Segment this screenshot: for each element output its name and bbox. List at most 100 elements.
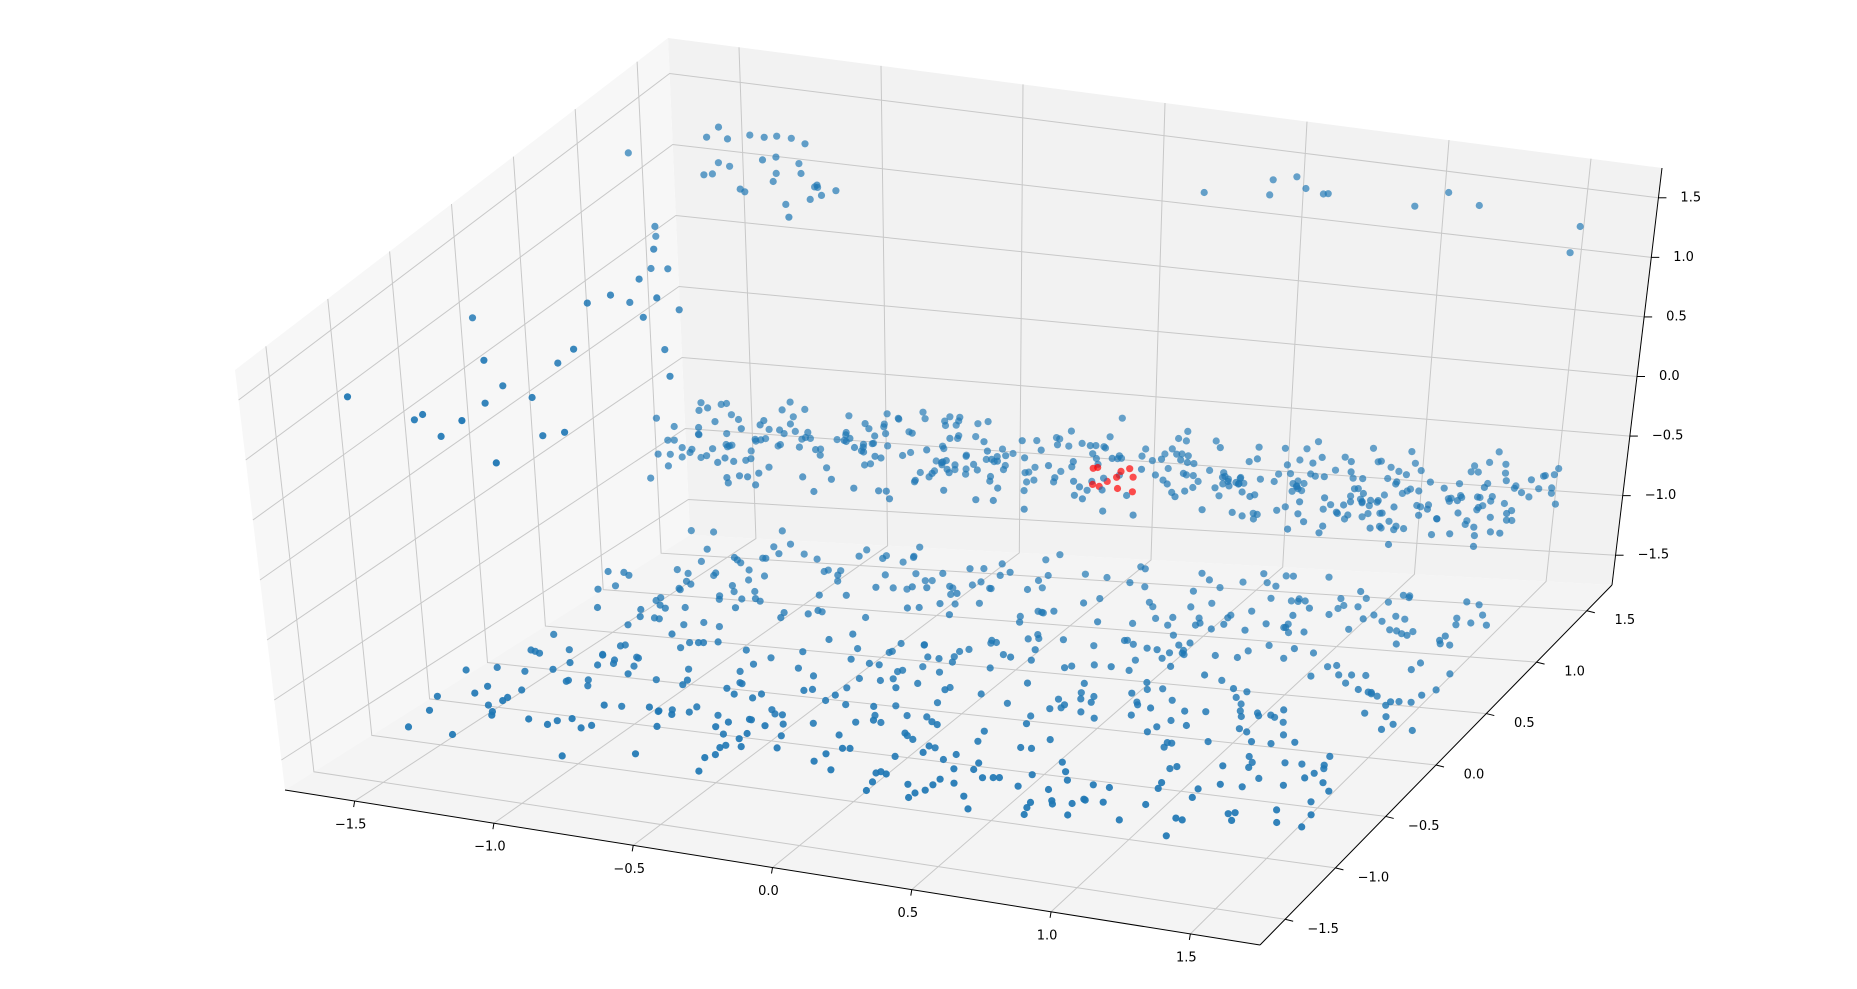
z-tick-label: −0.5 xyxy=(1652,429,1684,444)
scatter-point xyxy=(972,496,980,504)
scatter-point xyxy=(1241,626,1249,634)
scatter-point xyxy=(701,754,709,762)
scatter-point xyxy=(668,630,676,638)
scatter-point xyxy=(960,792,968,800)
scatter-point xyxy=(834,571,842,579)
scatter-point xyxy=(1090,661,1098,669)
scatter-point xyxy=(1386,626,1394,634)
scatter-point xyxy=(1550,471,1558,479)
scatter-point xyxy=(939,755,948,764)
scatter-point xyxy=(1486,513,1494,521)
scatter-point xyxy=(850,484,858,492)
scatter-point xyxy=(723,430,731,438)
z-tick-label: −1.5 xyxy=(1638,548,1670,563)
scatter-point xyxy=(986,472,995,481)
scatter-point xyxy=(722,741,730,749)
scatter-point xyxy=(1089,464,1097,472)
scatter-point xyxy=(1255,774,1263,783)
scatter-point xyxy=(1215,492,1223,500)
scatter-point xyxy=(714,458,722,466)
scatter-point xyxy=(865,659,874,668)
scatter-point xyxy=(786,540,795,548)
scatter-point xyxy=(767,654,775,662)
scatter-point xyxy=(1125,666,1133,675)
scatter-point xyxy=(726,162,734,170)
scatter-point xyxy=(955,432,963,440)
scatter-point xyxy=(999,651,1008,659)
scatter-point xyxy=(987,585,995,593)
scatter-point xyxy=(343,393,352,401)
scatter-point xyxy=(492,459,500,467)
scatter-point xyxy=(1409,628,1417,636)
scatter-point xyxy=(1377,725,1386,734)
scatter-point xyxy=(1050,607,1058,615)
scatter-point xyxy=(765,463,773,471)
scatter-point xyxy=(624,149,632,157)
scatter-point xyxy=(1475,601,1483,609)
scatter-point xyxy=(717,400,725,408)
scatter-point xyxy=(1527,476,1535,484)
scatter-point xyxy=(795,443,804,451)
scatter-point xyxy=(1547,489,1555,497)
scatter-point xyxy=(855,674,864,683)
scatter-point xyxy=(823,464,831,472)
scatter-point xyxy=(1364,509,1372,518)
scatter-point xyxy=(1023,585,1032,594)
scatter-point xyxy=(1138,452,1146,460)
scatter-point xyxy=(1220,620,1228,628)
scatter-point xyxy=(1068,662,1076,670)
scatter-point xyxy=(903,712,911,720)
scatter-point xyxy=(668,710,676,719)
scatter-point xyxy=(1059,636,1067,644)
scatter-point xyxy=(727,411,736,419)
scatter-point xyxy=(745,576,753,584)
scatter-point xyxy=(875,487,883,495)
scatter-point xyxy=(1446,641,1454,649)
scatter-point xyxy=(998,560,1006,568)
scatter-point xyxy=(730,588,738,596)
scatter-point xyxy=(928,469,936,477)
scatter-point xyxy=(1267,740,1275,748)
scatter-point xyxy=(564,676,573,684)
scatter-point xyxy=(1017,743,1025,752)
scatter-point xyxy=(980,565,988,573)
scatter-point xyxy=(1198,506,1206,514)
scatter-point xyxy=(1009,449,1017,458)
scatter-point xyxy=(410,416,418,424)
scatter-point xyxy=(923,446,931,454)
scatter-point xyxy=(1325,610,1333,619)
scatter-point xyxy=(599,651,607,659)
scatter-point xyxy=(965,645,973,654)
scatter-point xyxy=(1455,480,1464,488)
scatter-point xyxy=(1166,765,1174,773)
scatter-point xyxy=(1318,453,1326,461)
scatter-point xyxy=(914,679,922,688)
scatter-point xyxy=(1141,583,1149,591)
scatter-point xyxy=(778,406,786,414)
scatter-point xyxy=(1378,509,1386,517)
scatter-point xyxy=(871,432,879,440)
scatter-point xyxy=(553,717,561,725)
scatter-point xyxy=(1359,615,1367,623)
scatter-point xyxy=(1168,445,1176,453)
x-tick-label: −1.5 xyxy=(335,818,367,833)
scatter-point xyxy=(1359,475,1367,483)
scatter-point xyxy=(743,729,751,738)
scatter-point xyxy=(1319,522,1327,530)
scatter-point xyxy=(901,729,909,737)
scatter-point xyxy=(1169,631,1177,639)
scatter-point xyxy=(939,442,947,450)
scatter-point xyxy=(1038,584,1046,592)
scatter-point xyxy=(854,645,862,653)
x-tick-label: −1.0 xyxy=(474,840,506,855)
scatter-point xyxy=(1401,615,1409,623)
scatter-point xyxy=(863,546,871,554)
scatter-point xyxy=(1089,781,1097,789)
scatter-point xyxy=(1293,173,1301,181)
scatter-point xyxy=(742,646,750,654)
scatter-point xyxy=(778,711,787,719)
scatter-point xyxy=(982,455,990,463)
y-axis-ticks: −1.5 −1.0 −0.5 0.0 0.5 1.0 1.5 xyxy=(1285,610,1635,937)
scatter-point xyxy=(647,264,655,273)
scatter-point xyxy=(1115,452,1123,460)
